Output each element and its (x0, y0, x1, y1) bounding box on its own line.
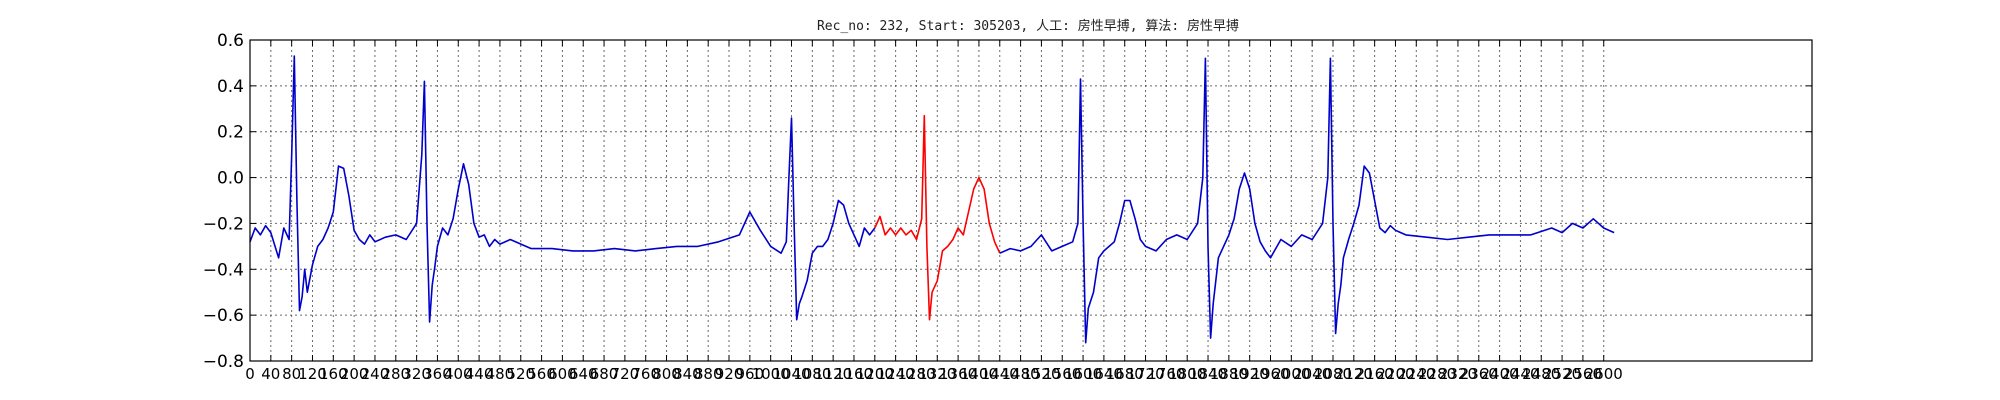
grid-layer (250, 40, 1812, 361)
x-tick-label: 0 (245, 365, 255, 383)
y-tick-label: −0.4 (203, 260, 244, 280)
x-tick-label: 1520 (1022, 365, 1060, 383)
plot-frame (249, 39, 1813, 362)
x-tick-label: 1600 (1064, 365, 1102, 383)
x-tick-label: 2560 (1564, 365, 1602, 383)
x-tick-label: 1120 (814, 365, 852, 383)
x-tick-label: 2400 (1481, 365, 1519, 383)
ecg-trace-segment-3 (999, 57, 1615, 344)
x-tick-label: 120 (298, 365, 327, 383)
x-tick-label: 40 (261, 365, 280, 383)
y-tick-label: 0.0 (217, 169, 244, 189)
x-tick-label: 2000 (1272, 365, 1310, 383)
y-tick-label: −0.8 (203, 352, 244, 372)
x-tick-label: 1000 (752, 365, 790, 383)
x-tick-label: 2480 (1522, 365, 1560, 383)
y-tick-label: −0.2 (203, 214, 244, 234)
x-tick-label: 920 (715, 365, 744, 383)
x-tick-label: 1080 (793, 365, 831, 383)
x-tick-label: 200 (340, 365, 369, 383)
x-tick-label: 2320 (1439, 365, 1477, 383)
x-tick-label: 1720 (1126, 365, 1164, 383)
x-tick-label: 1240 (877, 365, 915, 383)
y-tick-label: −0.6 (203, 306, 244, 326)
x-tick-label: 160 (319, 365, 348, 383)
y-tick-label: 0.6 (217, 31, 244, 51)
x-tick-label: 1560 (1043, 365, 1081, 383)
x-tick-label: 2360 (1460, 365, 1498, 383)
x-tick-label: 80 (282, 365, 301, 383)
x-tick-label: 520 (506, 365, 535, 383)
x-tick-label: 840 (673, 365, 702, 383)
x-tick-label: 320 (402, 365, 431, 383)
x-tick-label: 600 (548, 365, 577, 383)
y-tick-label: 0.4 (217, 77, 244, 97)
x-tick-label: 1480 (1001, 365, 1039, 383)
x-tick-label: 800 (652, 365, 681, 383)
x-axis: 0 40 8012016020024028032036040044048052056… (245, 40, 1623, 383)
x-tick-label: 1440 (981, 365, 1019, 383)
x-tick-label: 360 (423, 365, 452, 383)
x-tick-label: 560 (527, 365, 556, 383)
x-tick-label: 1400 (960, 365, 998, 383)
x-tick-label: 240 (361, 365, 390, 383)
chart-title: Rec_no: 232, Start: 305203, 人工: 房性早搏, 算法… (817, 18, 1239, 34)
x-tick-label: 680 (590, 365, 619, 383)
series-layer (249, 55, 1615, 344)
x-tick-label: 280 (381, 365, 410, 383)
x-tick-label: 1040 (772, 365, 810, 383)
x-tick-label: 1280 (897, 365, 935, 383)
x-tick-label: 760 (631, 365, 660, 383)
x-tick-label: 2240 (1397, 365, 1435, 383)
ecg-trace-segment-2 (874, 114, 1001, 321)
x-tick-label: 1960 (1251, 365, 1289, 383)
x-tick-label: 1680 (1106, 365, 1144, 383)
x-tick-label: 1840 (1189, 365, 1227, 383)
x-tick-label: 880 (694, 365, 723, 383)
x-tick-label: 1200 (856, 365, 894, 383)
x-tick-label: 1920 (1231, 365, 1269, 383)
x-tick-label: 2600 (1585, 365, 1623, 383)
ecg-trace-segment-1 (249, 55, 876, 323)
x-tick-label: 1160 (835, 365, 873, 383)
x-tick-label: 2440 (1501, 365, 1539, 383)
x-tick-label: 1640 (1085, 365, 1123, 383)
x-tick-label: 1880 (1210, 365, 1248, 383)
x-tick-label: 440 (465, 365, 494, 383)
x-tick-label: 1320 (918, 365, 956, 383)
x-tick-label: 2280 (1418, 365, 1456, 383)
x-tick-label: 1800 (1168, 365, 1206, 383)
x-tick-label: 2160 (1356, 365, 1394, 383)
x-tick-label: 2040 (1293, 365, 1331, 383)
x-tick-label: 720 (611, 365, 640, 383)
x-tick-label: 640 (569, 365, 598, 383)
x-tick-label: 1360 (939, 365, 977, 383)
x-tick-label: 960 (736, 365, 765, 383)
x-tick-label: 2120 (1335, 365, 1373, 383)
x-tick-label: 2520 (1543, 365, 1581, 383)
x-tick-label: 2200 (1376, 365, 1414, 383)
x-tick-label: 2080 (1314, 365, 1352, 383)
y-tick-label: 0.2 (217, 123, 244, 143)
y-axis: −0.8 −0.6 −0.4 −0.2 0.0 0.2 0.4 0.6 (203, 31, 1812, 372)
x-tick-label: 480 (486, 365, 515, 383)
x-tick-label: 400 (444, 365, 473, 383)
x-tick-label: 1760 (1147, 365, 1185, 383)
